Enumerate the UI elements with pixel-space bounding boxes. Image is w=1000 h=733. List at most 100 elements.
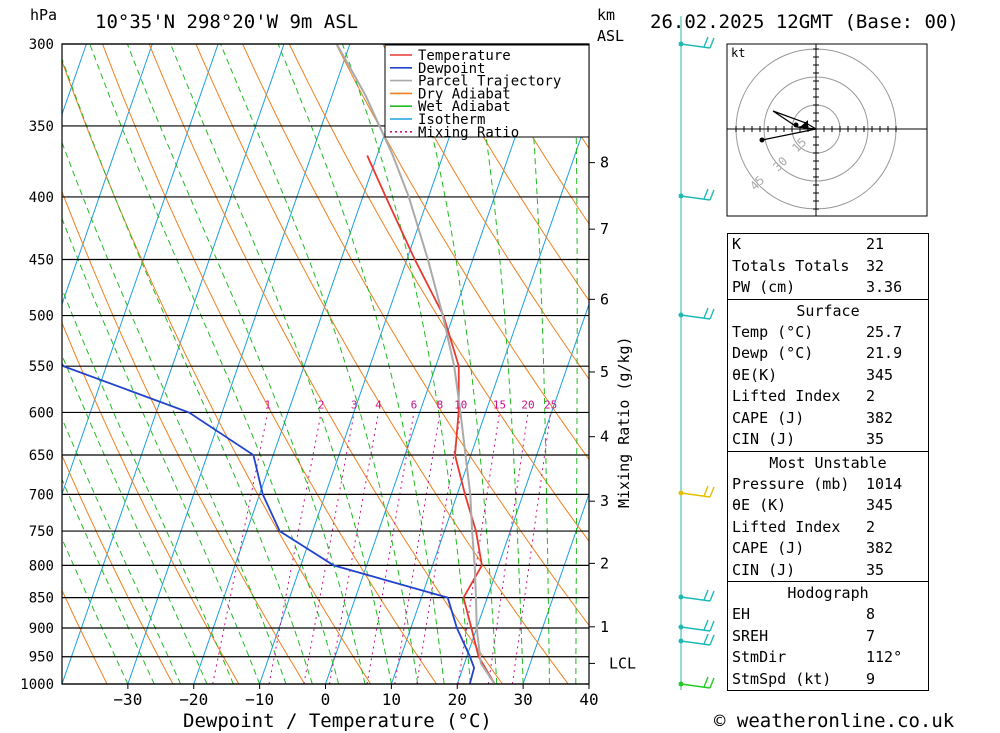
hodo-index-value: 112° bbox=[866, 648, 903, 666]
mixing-ratio-label: 6 bbox=[411, 398, 418, 411]
wind-barb-dot bbox=[678, 312, 684, 318]
temp-tick-label: −20 bbox=[179, 690, 208, 709]
surface-index-value: 2 bbox=[866, 387, 876, 405]
pressure-tick-label: 300 bbox=[29, 37, 54, 53]
wind-barb-flag bbox=[703, 36, 709, 48]
mu-index-row: Pressure (mb) 1014 bbox=[728, 474, 928, 496]
pressure-tick-label: 350 bbox=[29, 119, 54, 135]
mixing-ratio-line bbox=[487, 412, 529, 684]
wet-adiabat-line bbox=[62, 478, 155, 684]
pressure-tick-label: 450 bbox=[29, 253, 54, 269]
pressure-tick-label: 800 bbox=[29, 558, 54, 574]
surface-index-value: 345 bbox=[866, 365, 894, 384]
general-index-row: K 21 bbox=[728, 234, 928, 256]
mixing-ratio-line bbox=[366, 412, 415, 684]
mixing-ratio-line bbox=[212, 412, 269, 684]
surface-title: Surface bbox=[796, 301, 860, 320]
mixing-ratio-label: 2 bbox=[318, 398, 325, 411]
wind-barb-shaft bbox=[680, 626, 711, 632]
dry-adiabat-line bbox=[943, 44, 1000, 684]
mu-index-value: 1014 bbox=[866, 474, 903, 493]
wind-barb-dot bbox=[678, 681, 684, 687]
height-tick-label: 7 bbox=[600, 220, 609, 238]
mu-index-value: 345 bbox=[866, 496, 894, 514]
legend-entry: Dewpoint bbox=[418, 61, 485, 77]
pressure-tick-label: 400 bbox=[29, 190, 54, 206]
pressure-tick-label: 950 bbox=[29, 650, 54, 666]
wet-adiabat-line bbox=[62, 537, 129, 684]
isotherm-line bbox=[62, 44, 285, 684]
isotherm-line bbox=[456, 302, 589, 684]
isotherm-line bbox=[259, 44, 483, 684]
pressure-tick-label: 500 bbox=[29, 309, 54, 325]
surface-index-row: θE(K) 345 bbox=[728, 365, 928, 387]
wet-adiabat-line bbox=[62, 417, 182, 684]
wind-barb-shaft bbox=[680, 492, 711, 498]
legend-entry: Temperature bbox=[418, 48, 511, 64]
header-datetime: 26.02.2025 12GMT (Base: 00) bbox=[650, 11, 959, 33]
wind-barb-dot bbox=[678, 193, 684, 199]
wind-barb-shaft bbox=[680, 195, 711, 201]
wind-barb-flag bbox=[703, 485, 709, 497]
legend-entry: Parcel Trajectory bbox=[418, 74, 561, 90]
surface-index-row: CAPE (J) 382 bbox=[728, 408, 928, 430]
hodo-index-label: EH bbox=[732, 605, 751, 623]
dry-adiabat-line bbox=[62, 589, 108, 684]
mixing-ratio-line bbox=[329, 412, 379, 684]
general-index-label: K bbox=[732, 235, 742, 253]
wind-barb-shaft bbox=[680, 314, 711, 320]
surface-index-row: CIN (J) 35 bbox=[728, 429, 928, 451]
mixing-ratio-line bbox=[303, 412, 355, 684]
wet-adiabat-line bbox=[62, 217, 261, 684]
most-unstable-section: Most Unstable Pressure (mb) 1014 θE (K) 345… bbox=[728, 450, 928, 582]
surface-index-label: Temp (°C) bbox=[732, 322, 814, 341]
surface-index-value: 382 bbox=[866, 408, 894, 427]
dry-adiabat-line bbox=[475, 44, 589, 225]
pressure-tick-label: 650 bbox=[29, 448, 54, 464]
legend-entry: Dry Adiabat bbox=[418, 86, 511, 102]
hodo-index-value: 7 bbox=[866, 626, 876, 645]
hpa-unit-label: hPa bbox=[30, 6, 58, 24]
wind-barb-flag bbox=[703, 589, 709, 601]
surface-index-value: 21.9 bbox=[866, 344, 903, 362]
general-index-value: 21 bbox=[866, 235, 885, 253]
wind-barb-flag bbox=[709, 189, 715, 201]
isotherm-line bbox=[62, 44, 153, 306]
mixing-ratio-label: 4 bbox=[375, 398, 382, 411]
wind-barb-flag bbox=[709, 308, 715, 320]
most-unstable-title: Most Unstable bbox=[769, 453, 887, 472]
hodograph-unit: kt bbox=[731, 46, 745, 60]
mu-index-label: θE (K) bbox=[732, 496, 787, 514]
general-index-value: 3.36 bbox=[866, 278, 903, 296]
wind-barb-shaft bbox=[680, 596, 711, 602]
mixing-ratio-label: 1 bbox=[265, 398, 272, 411]
surface-index-row: Lifted Index 2 bbox=[728, 386, 928, 408]
mixing-ratio-line bbox=[457, 412, 500, 684]
hodograph-storm-marker bbox=[800, 120, 808, 130]
series-dewpoint bbox=[62, 362, 476, 684]
mixing-ratio-label: 10 bbox=[454, 398, 467, 411]
wet-adiabat-line bbox=[526, 44, 550, 684]
mu-index-label: Pressure (mb) bbox=[732, 474, 850, 493]
general-index-value: 32 bbox=[866, 256, 885, 275]
wind-barb-dot bbox=[678, 41, 684, 47]
general-index-row: PW (cm) 3.36 bbox=[728, 277, 928, 299]
pressure-tick-label: 700 bbox=[29, 487, 54, 503]
asl-unit-label: ASL bbox=[597, 27, 625, 45]
general-indices: K 21 Totals Totals 32 PW (cm) 3.36 bbox=[728, 234, 928, 299]
mu-index-row: θE (K) 345 bbox=[728, 495, 928, 517]
surface-index-label: CIN (J) bbox=[732, 430, 796, 448]
mixing-ratio-line bbox=[268, 412, 322, 684]
hodo-index-value: 9 bbox=[866, 669, 876, 688]
surface-index-value: 25.7 bbox=[866, 322, 903, 341]
dry-adiabat-line bbox=[990, 44, 1000, 684]
wet-adiabat-line bbox=[471, 44, 524, 684]
surface-index-value: 35 bbox=[866, 430, 885, 448]
isotherm-line bbox=[193, 44, 417, 684]
copyright[interactable]: © weatheronline.co.uk bbox=[714, 710, 955, 732]
dry-adiabat-line bbox=[382, 44, 589, 380]
wind-barb-flag bbox=[709, 37, 715, 49]
